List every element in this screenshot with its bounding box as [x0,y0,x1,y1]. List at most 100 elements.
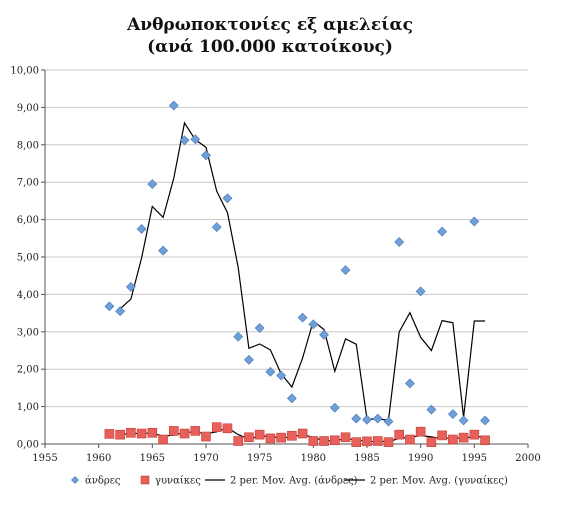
data-point-square [448,434,458,445]
y-tick-label: 0,00 [17,440,39,451]
y-tick-label: 4,00 [17,290,39,301]
gridlines [45,69,528,408]
data-point-diamond [158,245,168,256]
trendlines [119,121,486,443]
axes [41,69,529,448]
legend-item-women-avg: 2 per. Mov. Avg. (γυναίκες) [370,476,508,487]
data-point-square [201,431,211,442]
data-point-diamond [254,323,265,333]
x-tick-label: 2000 [515,453,540,464]
data-point-square [233,436,243,446]
data-point-diamond [276,370,287,381]
data-point-square [147,427,158,438]
x-tick-label: 1990 [408,453,433,464]
data-point-diamond [211,222,222,233]
chart-title: Ανθρωποκτονίες εξ αμελείας [126,15,413,35]
data-point-diamond [222,193,233,204]
data-point-square [126,427,136,438]
data-point-diamond [437,226,448,237]
data-point-diamond [190,134,201,145]
data-point-square [372,436,383,446]
x-tick-label: 1995 [462,453,487,464]
legend-item-men-avg: 2 per. Mov. Avg. (άνδρες) [230,476,358,487]
data-point-square [480,435,490,446]
data-point-diamond [244,354,254,365]
data-point-square [437,430,447,441]
data-point-diamond [265,366,276,377]
data-points [104,100,490,447]
data-point-diamond [308,319,319,330]
data-point-square [244,432,254,443]
data-point-diamond [340,265,351,276]
y-tick-label: 1,00 [17,402,39,413]
x-tick-label: 1960 [86,453,111,464]
data-point-square [340,432,351,443]
x-tick-label: 1985 [354,453,379,464]
data-point-diamond [362,414,372,425]
data-point-diamond [469,216,480,227]
data-point-square [158,434,168,445]
data-point-square [469,429,480,440]
data-point-diamond [405,378,415,389]
x-tick-label: 1955 [32,453,57,464]
data-point-diamond [458,415,469,426]
x-tick-label: 1980 [301,453,326,464]
legend: άνδρες γυναίκες 2 per. Mov. Avg. (άνδρες) 2… [71,475,508,487]
data-point-square [190,426,201,436]
data-point-diamond [480,415,490,426]
data-point-square [308,436,319,446]
data-point-square [415,426,426,437]
data-point-diamond [319,329,329,340]
data-point-square [104,429,115,439]
legend-marker-diamond [71,476,79,484]
data-point-diamond [372,413,383,424]
data-point-square [265,433,276,444]
data-point-square [351,437,362,447]
x-tick-labels: 1955 1960 1965 1970 1975 1980 1985 1990 1995 2000 [32,453,540,464]
y-tick-label: 9,00 [17,103,39,114]
data-point-square [222,423,233,434]
data-point-diamond [415,286,426,297]
data-point-diamond [426,404,437,415]
data-point-square [179,428,190,439]
data-point-square [254,429,265,440]
data-point-diamond [104,301,115,312]
data-point-square [458,432,469,443]
x-tick-label: 1965 [140,453,165,464]
data-point-diamond [447,409,458,420]
data-point-square [115,429,125,440]
y-tick-label: 2,00 [17,365,39,376]
x-tick-label: 1970 [193,453,218,464]
data-point-diamond [351,413,362,424]
data-point-diamond [115,306,126,317]
data-point-square [319,436,329,446]
data-point-square [329,435,340,446]
data-point-square [169,426,179,436]
data-point-diamond [394,237,405,247]
data-point-diamond [125,281,136,292]
data-point-square [287,430,297,441]
y-tick-label: 5,00 [17,253,39,264]
data-point-diamond [179,135,190,146]
data-point-diamond [286,393,297,404]
data-point-square [383,437,394,447]
x-tick-label: 1975 [247,453,272,464]
y-tick-label: 10,00 [10,66,39,77]
legend-marker-square [140,475,150,485]
data-point-square [362,436,372,447]
data-point-diamond [329,402,340,413]
data-point-square [426,437,437,447]
data-point-square [394,429,405,440]
legend-item-men: άνδρες [85,476,121,487]
data-point-diamond [147,179,158,189]
data-point-diamond [168,100,179,111]
data-point-diamond [201,150,211,161]
y-tick-label: 8,00 [17,140,39,151]
data-point-diamond [383,416,394,427]
data-point-square [276,432,286,443]
data-point-diamond [136,224,147,234]
y-tick-labels: 0,00 1,00 2,00 3,00 4,00 5,00 6,00 7,00 8,00 9,00… [10,66,39,451]
data-point-square [297,428,308,439]
chart-subtitle: (ανά 100.000 κατοίκους) [147,37,393,57]
